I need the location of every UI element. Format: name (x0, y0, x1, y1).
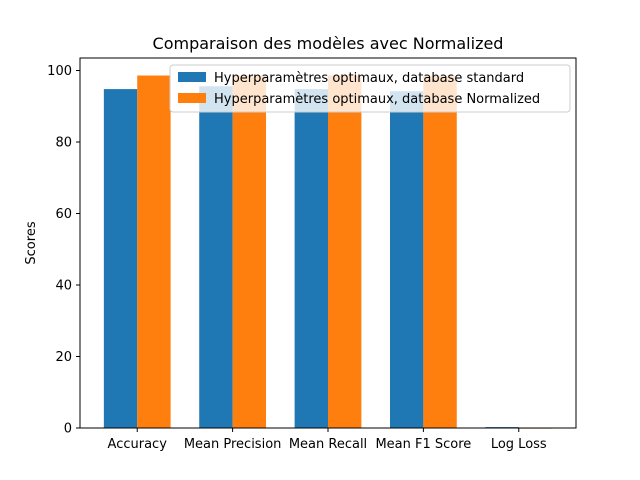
y-tick-label-4: 80 (55, 136, 72, 151)
bar-normalized-2 (328, 75, 362, 428)
y-axis: 0 20 40 60 80 100 (47, 64, 80, 437)
y-tick-label-5: 100 (47, 64, 72, 79)
x-tick-label-1: Mean Precision (184, 437, 282, 452)
bar-standard-2 (294, 89, 328, 429)
y-tick-label-2: 40 (55, 279, 72, 294)
legend-label-0: Hyperparamètres optimaux, database stand… (214, 71, 524, 86)
bar-standard-0 (103, 89, 138, 429)
legend-swatch-1 (178, 93, 206, 103)
x-tick-label-3: Mean F1 Score (375, 437, 471, 452)
bars-group (103, 75, 553, 429)
x-tick-label-4: Log Loss (491, 437, 547, 452)
y-tick-label-3: 60 (55, 207, 72, 222)
bar-standard-3 (390, 91, 424, 429)
y-tick-label-0: 0 (64, 422, 72, 437)
legend-label-1: Hyperparamètres optimaux, database Norma… (214, 92, 540, 107)
y-tick-label-1: 20 (55, 350, 72, 365)
legend-swatch-0 (178, 72, 206, 82)
bar-normalized-0 (137, 75, 171, 428)
chart-title: Comparaison des modèles avec Normalized (153, 34, 504, 53)
bar-standard-1 (199, 86, 233, 428)
x-tick-label-0: Accuracy (108, 437, 168, 452)
legend-box (169, 64, 571, 113)
bar-normalized-1 (232, 75, 266, 428)
y-axis-label: Scores (24, 221, 39, 264)
plot-frame (79, 57, 577, 429)
x-tick-label-2: Mean Recall (289, 437, 367, 452)
legend: Hyperparamètres optimaux, database stand… (169, 64, 571, 113)
bar-normalized-3 (423, 75, 457, 429)
x-axis: Accuracy Mean Precision Mean Recall Mean F1… (108, 428, 547, 452)
